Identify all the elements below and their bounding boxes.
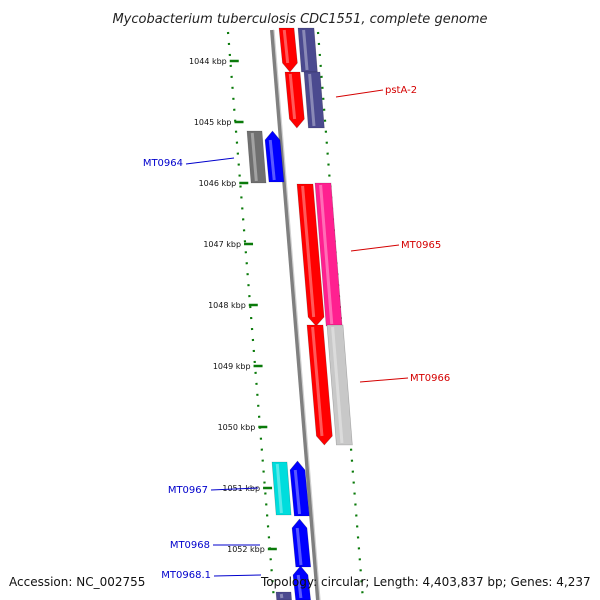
feature-red-pstA-2: [284, 71, 305, 129]
tick-label-1048: 1048 kbp: [208, 301, 246, 310]
tick-label-1045: 1045 kbp: [194, 118, 232, 127]
feature-track: [246, 27, 353, 600]
feature-red-1-sheen: [282, 29, 290, 64]
feature-cyan-MT0967-sheen: [275, 463, 283, 514]
feature-red-1: [278, 27, 298, 73]
backbone-line: [270, 29, 320, 600]
feature-navy-2: [303, 71, 325, 129]
feature-blue-MT0968: [289, 460, 310, 517]
feature-blue-MT0968-1-sheen: [296, 574, 303, 599]
gene-labels: pstA-2 MT0964 MT0965 MT0966 MT0967 MT0968 MT09…: [143, 85, 450, 581]
left-dot-line: [226, 31, 276, 600]
topology-summary: Topology: circular; Length: 4,403,837 bp…: [261, 575, 591, 589]
feature-gray-2: [326, 324, 353, 446]
leader-line-mt0965: [350, 244, 400, 252]
gene-label-mt0964: MT0964: [143, 158, 183, 169]
feature-red-2-sheen: [301, 185, 316, 318]
gene-label-mt0967: MT0967: [168, 485, 208, 496]
tick-label-1046: 1046 kbp: [199, 179, 237, 188]
feature-navy-3-sheen: [279, 593, 284, 599]
gene-label-mt0968-1: MT0968.1: [161, 570, 211, 581]
feature-blue-MT0968-sheen: [293, 469, 302, 515]
tick-label-1044: 1044 kbp: [189, 57, 227, 66]
feature-blue-MT0964-sheen: [268, 139, 276, 181]
tick-label-1049: 1049 kbp: [213, 362, 251, 371]
tick-label-1050: 1050 kbp: [218, 423, 256, 432]
feature-gray-1-sheen: [250, 132, 258, 182]
feature-magenta-MT0965-sheen: [319, 184, 334, 325]
leader-line-psta-2: [335, 89, 384, 98]
leader-line-mt0964: [185, 157, 235, 165]
accession-text: Accession: NC_002755: [9, 575, 146, 589]
gene-label-mt0965: MT0965: [401, 240, 441, 251]
map-title: Mycobacterium tuberculosis CDC1551, comp…: [112, 12, 487, 27]
leader-line-mt0967: [210, 487, 259, 491]
backbone-highlight: [273, 29, 321, 600]
gene-label-mt0968: MT0968: [170, 540, 210, 551]
feature-red-pstA-2-sheen: [288, 73, 297, 120]
feature-navy-3: [275, 591, 292, 600]
right-dot-line: [316, 31, 365, 600]
kbp-ruler: 1044 kbp 1045 kbp 1046 kbp 1047 kbp 1048 kbp…: [189, 57, 277, 554]
feature-red-2: [296, 183, 325, 327]
leader-line-mt0966: [359, 377, 409, 383]
feature-blue-MT0964: [264, 130, 285, 183]
tick-dot-lines: [226, 31, 365, 600]
feature-gray-1: [246, 130, 267, 184]
feature-cyan-MT0967: [271, 461, 292, 516]
gene-label-mt0966: MT0966: [410, 373, 450, 384]
genome-backbone: [270, 29, 321, 600]
gene-label-psta-2: pstA-2: [385, 85, 417, 96]
feature-navy-1-sheen: [302, 29, 309, 71]
tick-label-1052: 1052 kbp: [227, 545, 265, 554]
tick-label-1047: 1047 kbp: [203, 240, 241, 249]
feature-red-MT0966-sheen: [311, 326, 324, 437]
feature-gray-2-sheen: [331, 326, 344, 444]
leader-line-mt0968-1: [213, 574, 262, 577]
feature-blue-2: [291, 518, 312, 568]
feature-blue-MT0968-1: [292, 565, 311, 600]
feature-blue-2-sheen: [295, 527, 303, 566]
feature-navy-2-sheen: [308, 73, 316, 127]
feature-red-MT0966: [306, 324, 333, 446]
